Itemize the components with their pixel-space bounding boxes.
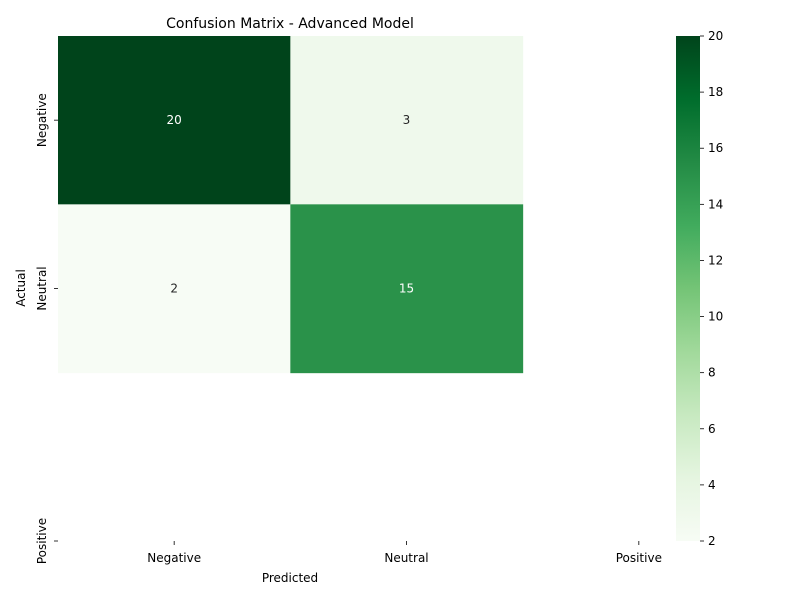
- x-tick-label: Neutral: [384, 551, 428, 565]
- chart-title: Confusion Matrix - Advanced Model: [166, 16, 414, 32]
- y-tick-label: Neutral: [35, 266, 49, 310]
- x-tick-label: Positive: [616, 551, 662, 565]
- cell-annotation: 20: [167, 113, 182, 127]
- colorbar-tick-label: 10: [708, 310, 723, 324]
- y-axis-label: Actual: [14, 269, 28, 307]
- colorbar-tick-label: 12: [708, 253, 723, 267]
- heatmap-cell: [58, 36, 291, 205]
- colorbar-tick-label: 18: [708, 85, 723, 99]
- colorbar-tick-label: 6: [708, 422, 716, 436]
- colorbar-tick-label: 14: [708, 197, 723, 211]
- cell-annotation: 3: [403, 113, 411, 127]
- colorbar-tick-label: 16: [708, 141, 723, 155]
- colorbar-tick-label: 4: [708, 478, 716, 492]
- heatmap-cell: [290, 36, 524, 205]
- y-tick-label: Negative: [35, 93, 49, 147]
- x-axis-ticks: Negative Neutral Positive: [147, 541, 662, 565]
- cell-annotation: 2: [170, 282, 178, 296]
- colorbar-tick-label: 8: [708, 366, 716, 380]
- colorbar-ticks: 2 4 6 8 10 12 14 16 18 20: [700, 29, 723, 548]
- y-axis-ticks: Negative Neutral Positive: [35, 93, 58, 564]
- colorbar-tick-label: 2: [708, 534, 716, 548]
- heatmap-cell: [290, 204, 524, 374]
- colorbar: [676, 36, 700, 541]
- x-axis-label: Predicted: [262, 571, 318, 585]
- colorbar-tick-label: 20: [708, 29, 723, 43]
- x-tick-label: Negative: [147, 551, 201, 565]
- cell-annotation: 15: [399, 282, 414, 296]
- heatmap-cell: [58, 204, 291, 374]
- heatmap-cells: 20 3 2 15: [58, 36, 524, 374]
- y-tick-label: Positive: [35, 518, 49, 564]
